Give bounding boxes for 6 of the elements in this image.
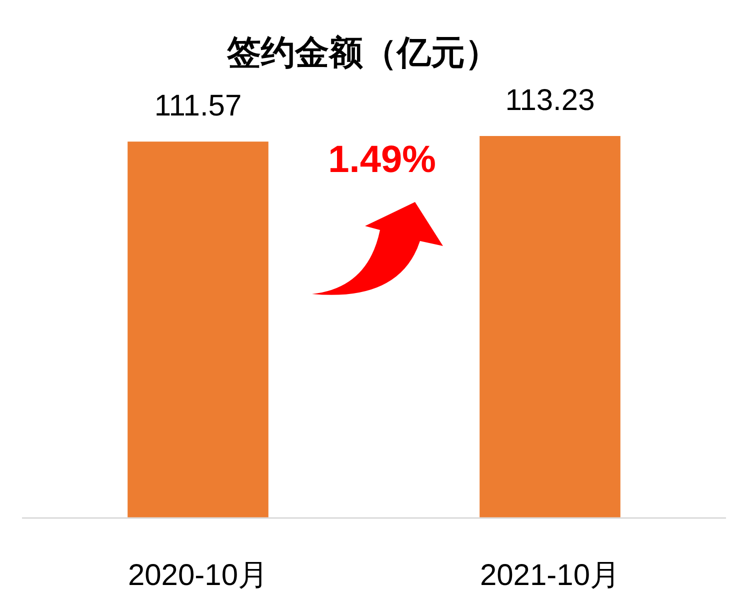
x-tick-label: 2021-10月 (480, 559, 620, 592)
title: 签约金额（亿元） (227, 34, 499, 72)
annotation: 1.49% (328, 139, 436, 181)
data-label: 111.57 (154, 90, 242, 123)
data-label: 113.23 (505, 84, 595, 117)
x-tick-label: 2020-10月 (128, 559, 268, 592)
